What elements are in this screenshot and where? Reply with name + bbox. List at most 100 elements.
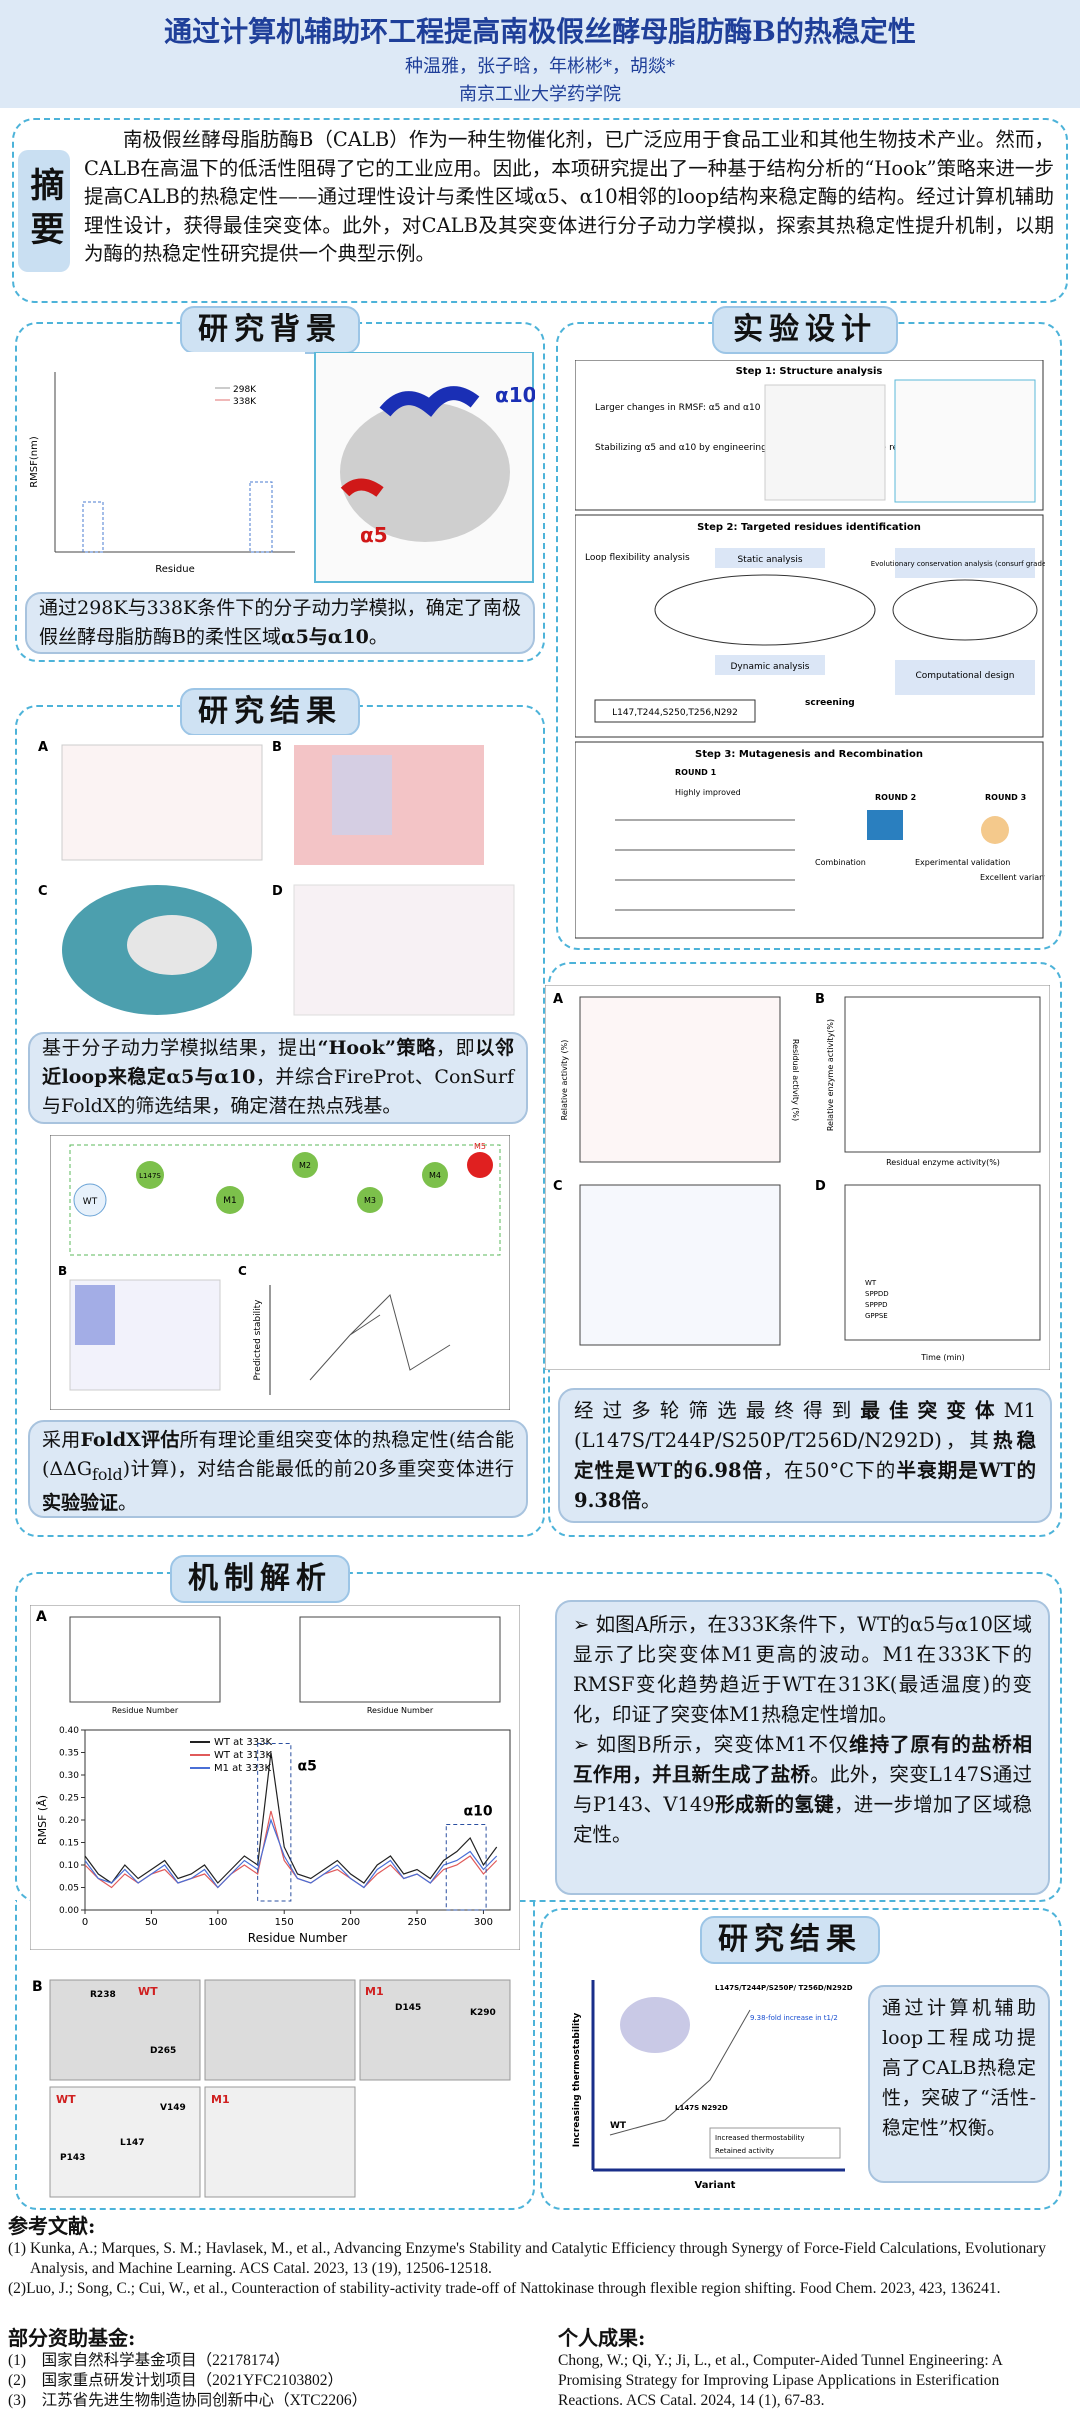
box [895,660,1035,695]
panel-label: A [38,740,48,755]
tree-lines [309,1294,451,1381]
panel-label: B [272,740,282,755]
text: FoldX评估 [80,1429,180,1451]
y-tick-label: 0.00 [59,1906,79,1916]
inset [299,1616,501,1703]
background-figure: 298K 338K Residue RMSF(nm) α10 α5 [25,352,535,584]
label: screening [805,698,855,708]
label: V149 [160,2103,186,2113]
structure-image [894,379,1036,503]
text: 半衰期是WT的9.38倍 [574,1459,1037,1512]
panel-label: A [36,1609,47,1625]
node-label: L147S [139,1172,161,1180]
node [136,1161,164,1189]
node-label: M4 [429,1171,441,1180]
step-box [575,741,1044,939]
text: 。 [641,1489,661,1512]
y-tick-label: 0.20 [59,1816,79,1826]
label: Stabilizing α5 and α10 by engineering lo… [595,443,923,453]
text-box: 通过298K与338K条件下的分子动力学模拟，确定了南极假丝酵母脂肪酶B的柔性区… [25,592,535,654]
results-section [540,1908,1062,2210]
reference: (1) Kunka, A.; Marques, S. M.; Havlasek,… [8,2240,1046,2277]
funding: 部分资助基金: (1) 国家自然科学基金项目（22178174） (2) 国家重… [8,2322,528,2411]
title: 通过计算机辅助环工程提高南极假丝酵母脂肪酶B的热稳定性 [164,15,916,48]
plot [579,996,781,1163]
helix [340,478,384,497]
foldx-logo [867,810,903,840]
abstract-box [12,118,1068,303]
x-label: Residue Number [248,1931,347,1945]
label: M1 [211,2093,230,2106]
oval [654,574,876,646]
plot [61,744,263,861]
text: ，并综合FireProt、ConSurf与FoldX的筛选结果，确定潜在热点残基… [42,1066,514,1117]
label: WT [138,1985,158,1998]
annotation: 9.38-fold increase in t1/2 [750,2014,838,2022]
text: 实验验证 [42,1491,119,1514]
x-tick-label: 300 [474,1917,493,1928]
trend [609,2009,751,2136]
label: ROUND 3 [985,793,1026,802]
text: 。 [368,626,388,648]
label: ROUND 1 [675,768,717,777]
protein [620,1997,690,2053]
x-tick-label: 250 [407,1917,426,1928]
annotation: α5 [360,523,388,547]
text: 如图A所示，在333K条件下，WT的α5与α10区域显示了比突变体M1更高的波动… [573,1613,1032,1726]
frame [69,1144,501,1256]
node-label: M5 [474,1142,486,1151]
plot [579,1184,781,1346]
text-box: ➢ 如图A所示，在333K条件下，WT的α5与α10区域显示了比突变体M1更高的… [555,1600,1050,1895]
plot [844,996,1041,1153]
panel-label: C [553,1179,563,1194]
box [715,548,825,568]
text: 。此外，突变L147S通过与P143、V149 [573,1763,1032,1816]
x-tick-label: 100 [208,1917,227,1928]
label: Loop flexibility analysis [585,553,690,563]
label: L147,T244,S250,T256,N292 [612,708,738,718]
panel-label: B [32,1979,43,1995]
point-label: L147S N292D [675,2104,728,2112]
y-tick-label: 0.35 [59,1749,79,1759]
label: P143 [60,2153,85,2163]
structure-image [359,1979,511,2081]
highlight [82,501,104,553]
legend-entry: M1 at 333K [214,1763,271,1774]
y-label: RMSF(nm) [29,436,40,488]
inset-label: Residue Number [112,1706,179,1715]
label: Dynamic analysis [731,662,810,672]
legend-entry: GPPSE [865,1312,888,1320]
funding-item: (2) 国家重点研发计划项目（2021YFC2103802） [8,2372,343,2389]
legend-entry: SPPPD [865,1301,888,1309]
x-tick-label: 50 [145,1917,158,1928]
highlight [257,1743,292,1902]
heatmap-cell [75,1285,115,1345]
panel-label: B [815,992,825,1007]
y-label: Increasing thermostability [572,2013,582,2148]
text: 维持了原有的盐桥相互作用，并且新生成了盐桥 [573,1733,1032,1786]
label: R238 [90,1990,116,2000]
text: 所有理论重组突变体的热稳定性(结合能(ΔΔG [42,1429,514,1480]
header: 通过计算机辅助环工程提高南极假丝酵母脂肪酶B的热稳定性 种温雅，张子晗，年彬彬*… [0,0,1080,108]
abstract-text: 南极假丝酵母脂肪酶B（CALB）作为一种生物催化剂，已广泛应用于食品工业和其他生… [84,128,1054,265]
text: ，即 [435,1037,476,1059]
bullet: ➢ 如图B所示，突变体M1不仅维持了原有的盐桥相互作用，并且新生成了盐桥。此外，… [573,1733,1032,1846]
mechanism-section [15,1572,1062,1902]
plot [844,1184,1041,1341]
structure-image [204,1979,356,2081]
text-box: 经过多轮筛选最终得到最佳突变体M1 (L147S/T244P/S250P/T25… [558,1388,1052,1523]
structure-figure: B WT M1 WT M1 R238 D265 D145 K290 P143 L… [32,1979,511,2198]
label: Excellent variants [980,873,1045,882]
y-tick-label: 0.05 [59,1884,79,1894]
legend-entry: SPPDD [865,1290,889,1298]
legend-entry: WT at 313K [214,1750,272,1761]
annotation: α10 [495,383,535,407]
structure-image [49,2086,201,2198]
node-label: WT [83,1197,98,1207]
legend: 298K [233,385,257,395]
authors: 种温雅，张子晗，年彬彬*，胡燚* [405,56,675,77]
label: Highly improved [675,788,741,797]
label: ROUND 2 [875,793,916,802]
text: 形成新的氢键 [714,1793,834,1816]
